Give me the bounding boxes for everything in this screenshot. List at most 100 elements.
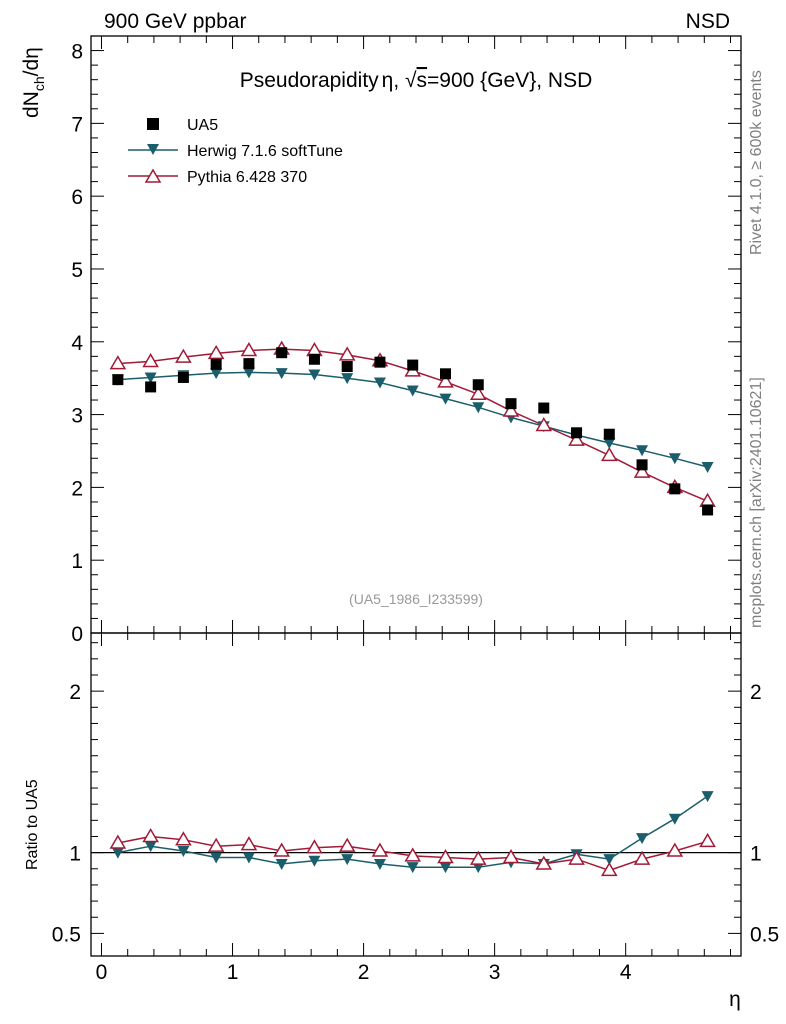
herwig-point [341, 373, 354, 385]
pythia-ratio-point [469, 850, 487, 865]
herwig-ratio-point [111, 847, 124, 859]
main-panel: 0 1 2 3 4 5 6 7 8 Pseudorapidity η, √s=900 {GeV},… [20, 35, 742, 646]
herwig-point [472, 402, 485, 414]
pythia-point [568, 431, 585, 446]
main-ytick-label: 5 [71, 259, 83, 282]
herwig-point [373, 377, 386, 389]
herwig-ratio-point [210, 852, 223, 864]
main-x-ticks [100, 36, 732, 633]
legend: UA5 Herwig 7.1.6 softTune Pythia 6.428 3… [128, 117, 343, 186]
ua5-point [177, 371, 189, 383]
header-right: NSD [686, 10, 730, 33]
ua5-point [243, 358, 255, 370]
ratio-ytick-label-right: 0.5 [750, 923, 779, 946]
ratio-xtick-label: 1 [227, 961, 239, 984]
chart-title: Pseudorapidity η, √s=900 {GeV}, NSD [240, 69, 593, 92]
pythia-point [437, 373, 454, 388]
ua5-point [145, 381, 157, 393]
ua5-point [505, 398, 517, 410]
main-ytick-label: 0 [71, 623, 83, 646]
ratio-ytick-label-right: 2 [750, 681, 762, 704]
ratio-x-axis: 0 1 2 3 4 [96, 633, 732, 984]
ua5-point [407, 359, 419, 371]
herwig-point [275, 368, 288, 380]
ua5-point [341, 361, 353, 373]
ua5-point [669, 483, 681, 495]
herwig-ratio-point [177, 846, 190, 858]
ratio-ytick-label: 0.5 [52, 923, 81, 946]
pythia-ratio-point [633, 850, 651, 865]
ua5-point [112, 374, 124, 386]
analysis-watermark: (UA5_1986_I233599) [349, 591, 483, 607]
herwig-point [210, 368, 223, 380]
pythia-ratio-point [600, 861, 618, 877]
pythia-ratio-point [437, 848, 454, 864]
herwig-point [636, 445, 649, 457]
ratio-xtick-label: 2 [358, 961, 370, 984]
pythia-ratio-point [338, 837, 356, 852]
herwig-point [242, 367, 255, 379]
herwig-ratio-point [439, 862, 452, 874]
herwig-ratio-point [603, 854, 616, 866]
pythia-point [600, 446, 618, 462]
pythia-ratio-point [142, 828, 159, 843]
herwig-point [308, 369, 321, 381]
ratio-ytick-label: 2 [69, 681, 81, 704]
pythia-ratio-point [371, 842, 389, 857]
herwig-point [439, 393, 452, 405]
pythia-ratio-point [207, 837, 225, 852]
ua5-point [538, 402, 550, 414]
pythia-ratio-point [502, 848, 520, 864]
main-ytick-label: 7 [71, 113, 83, 136]
pythia-point [338, 346, 356, 361]
mcplots-label: mcplots.cern.ch [arXiv:2401.10621] [748, 377, 765, 628]
legend-entry-pythia: Pythia 6.428 370 [128, 168, 307, 186]
ua5-point [439, 368, 451, 380]
ua5-point [636, 459, 648, 471]
herwig-ratio-point [308, 855, 321, 867]
pythia-point [502, 402, 520, 417]
pythia-ratio-point [109, 834, 127, 849]
herwig-point [603, 437, 616, 449]
ua5-point [603, 428, 615, 440]
ratio-series [109, 791, 716, 877]
herwig-ratio-point [406, 862, 419, 874]
ua5-point [210, 358, 222, 370]
legend-marker-pythia [144, 168, 162, 183]
pythia-ratio-point [273, 842, 290, 857]
pythia-point [633, 463, 651, 478]
ratio-y-axis-label: Ratio to UA5 [24, 779, 41, 870]
ua5-point [702, 504, 714, 516]
ratio-y-axis: 0.5 0.5 1 1 2 2 [52, 642, 779, 946]
legend-label-ua5: UA5 [187, 117, 218, 134]
ratio-panel-frame [90, 632, 742, 957]
ratio-ytick-label-right: 1 [750, 843, 762, 866]
herwig-ratio-point [242, 852, 255, 864]
pythia-ratio-point [666, 842, 684, 857]
ua5-point [308, 353, 320, 365]
ua5-point [571, 427, 583, 439]
pythia-point [469, 385, 487, 400]
herwig-point [144, 372, 157, 384]
herwig-point [668, 453, 681, 465]
pythia-ratio-point [568, 850, 585, 865]
herwig-ratio-point [668, 813, 681, 825]
pythia-ratio-point [240, 836, 258, 851]
pythia-point [306, 342, 323, 357]
ratio-xtick-label: 0 [96, 961, 108, 984]
legend-marker-herwig [147, 144, 159, 155]
ratio-xtick-label: 3 [489, 961, 501, 984]
ratio-xtick-label: 4 [620, 961, 632, 984]
legend-label-herwig: Herwig 7.1.6 softTune [187, 143, 343, 160]
pythia-point [109, 355, 127, 370]
ua5-point [374, 356, 386, 368]
ua5-point [276, 347, 288, 359]
header-left: 900 GeV ppbar [104, 10, 246, 33]
legend-label-pythia: Pythia 6.428 370 [187, 169, 307, 186]
pythia-ratio-point [306, 839, 323, 854]
main-series [109, 340, 716, 516]
main-ytick-label: 4 [71, 332, 83, 355]
rivet-label: Rivet 4.1.0, ≥ 600k events [748, 70, 765, 255]
legend-entry-ua5: UA5 [147, 117, 218, 134]
